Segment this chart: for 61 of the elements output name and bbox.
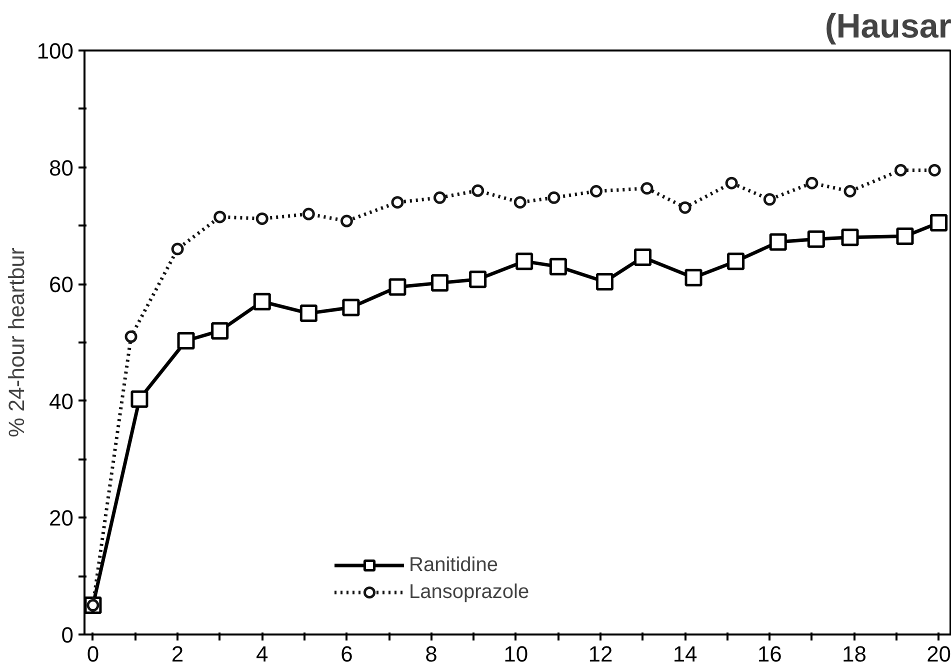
point bbox=[725, 176, 738, 190]
point bbox=[841, 228, 859, 246]
point bbox=[124, 330, 138, 343]
point bbox=[171, 242, 184, 256]
point bbox=[844, 185, 856, 198]
point bbox=[388, 278, 406, 296]
y-tick-label: 0 bbox=[61, 622, 74, 648]
x-tick-label: 8 bbox=[425, 642, 438, 664]
point bbox=[256, 212, 268, 225]
point bbox=[763, 193, 776, 206]
point bbox=[806, 176, 818, 190]
y-tick-label: 40 bbox=[49, 388, 74, 414]
point bbox=[596, 273, 614, 291]
legend-label: Lansoprazole bbox=[409, 580, 530, 604]
x-tick-label: 4 bbox=[256, 642, 268, 664]
point bbox=[300, 304, 318, 322]
y-tick-label: 100 bbox=[36, 38, 74, 64]
point bbox=[214, 210, 226, 224]
point bbox=[549, 258, 567, 276]
point bbox=[590, 185, 602, 198]
y-tick-label: 80 bbox=[49, 155, 74, 180]
point bbox=[177, 332, 195, 350]
point bbox=[391, 196, 404, 209]
point bbox=[434, 191, 446, 204]
point bbox=[431, 274, 449, 292]
point bbox=[678, 201, 692, 214]
x-tick-label: 0 bbox=[86, 642, 100, 664]
point bbox=[896, 227, 914, 245]
point bbox=[516, 252, 534, 270]
point bbox=[640, 182, 654, 195]
x-tick-label: 10 bbox=[504, 642, 528, 664]
point bbox=[514, 196, 526, 209]
point bbox=[548, 191, 560, 204]
point bbox=[769, 233, 787, 251]
chart-title: (Hausar bbox=[824, 8, 951, 46]
point bbox=[130, 390, 148, 408]
point bbox=[469, 270, 487, 288]
point bbox=[684, 268, 702, 286]
x-tick-label: 12 bbox=[588, 642, 613, 664]
x-tick-label: 20 bbox=[926, 642, 951, 664]
point bbox=[807, 230, 825, 248]
x-tick-label: 2 bbox=[171, 642, 184, 664]
point bbox=[634, 248, 652, 266]
point bbox=[211, 322, 229, 340]
point bbox=[342, 298, 360, 316]
x-tick-label: 6 bbox=[340, 642, 353, 664]
point bbox=[253, 292, 271, 310]
legend-label: Ranitidine bbox=[409, 554, 498, 576]
x-tick-label: 18 bbox=[842, 642, 866, 664]
point bbox=[472, 184, 484, 197]
y-tick-label: 60 bbox=[49, 272, 74, 298]
point bbox=[930, 214, 948, 232]
point bbox=[727, 252, 745, 270]
point bbox=[340, 214, 353, 228]
point bbox=[894, 164, 907, 176]
point bbox=[302, 208, 315, 220]
y-tick-label: 20 bbox=[49, 506, 74, 531]
y-axis-title: % 24-hour heartbur bbox=[4, 248, 29, 438]
x-tick-label: 14 bbox=[672, 642, 698, 664]
x-tick-label: 16 bbox=[757, 642, 782, 664]
point bbox=[928, 164, 941, 176]
